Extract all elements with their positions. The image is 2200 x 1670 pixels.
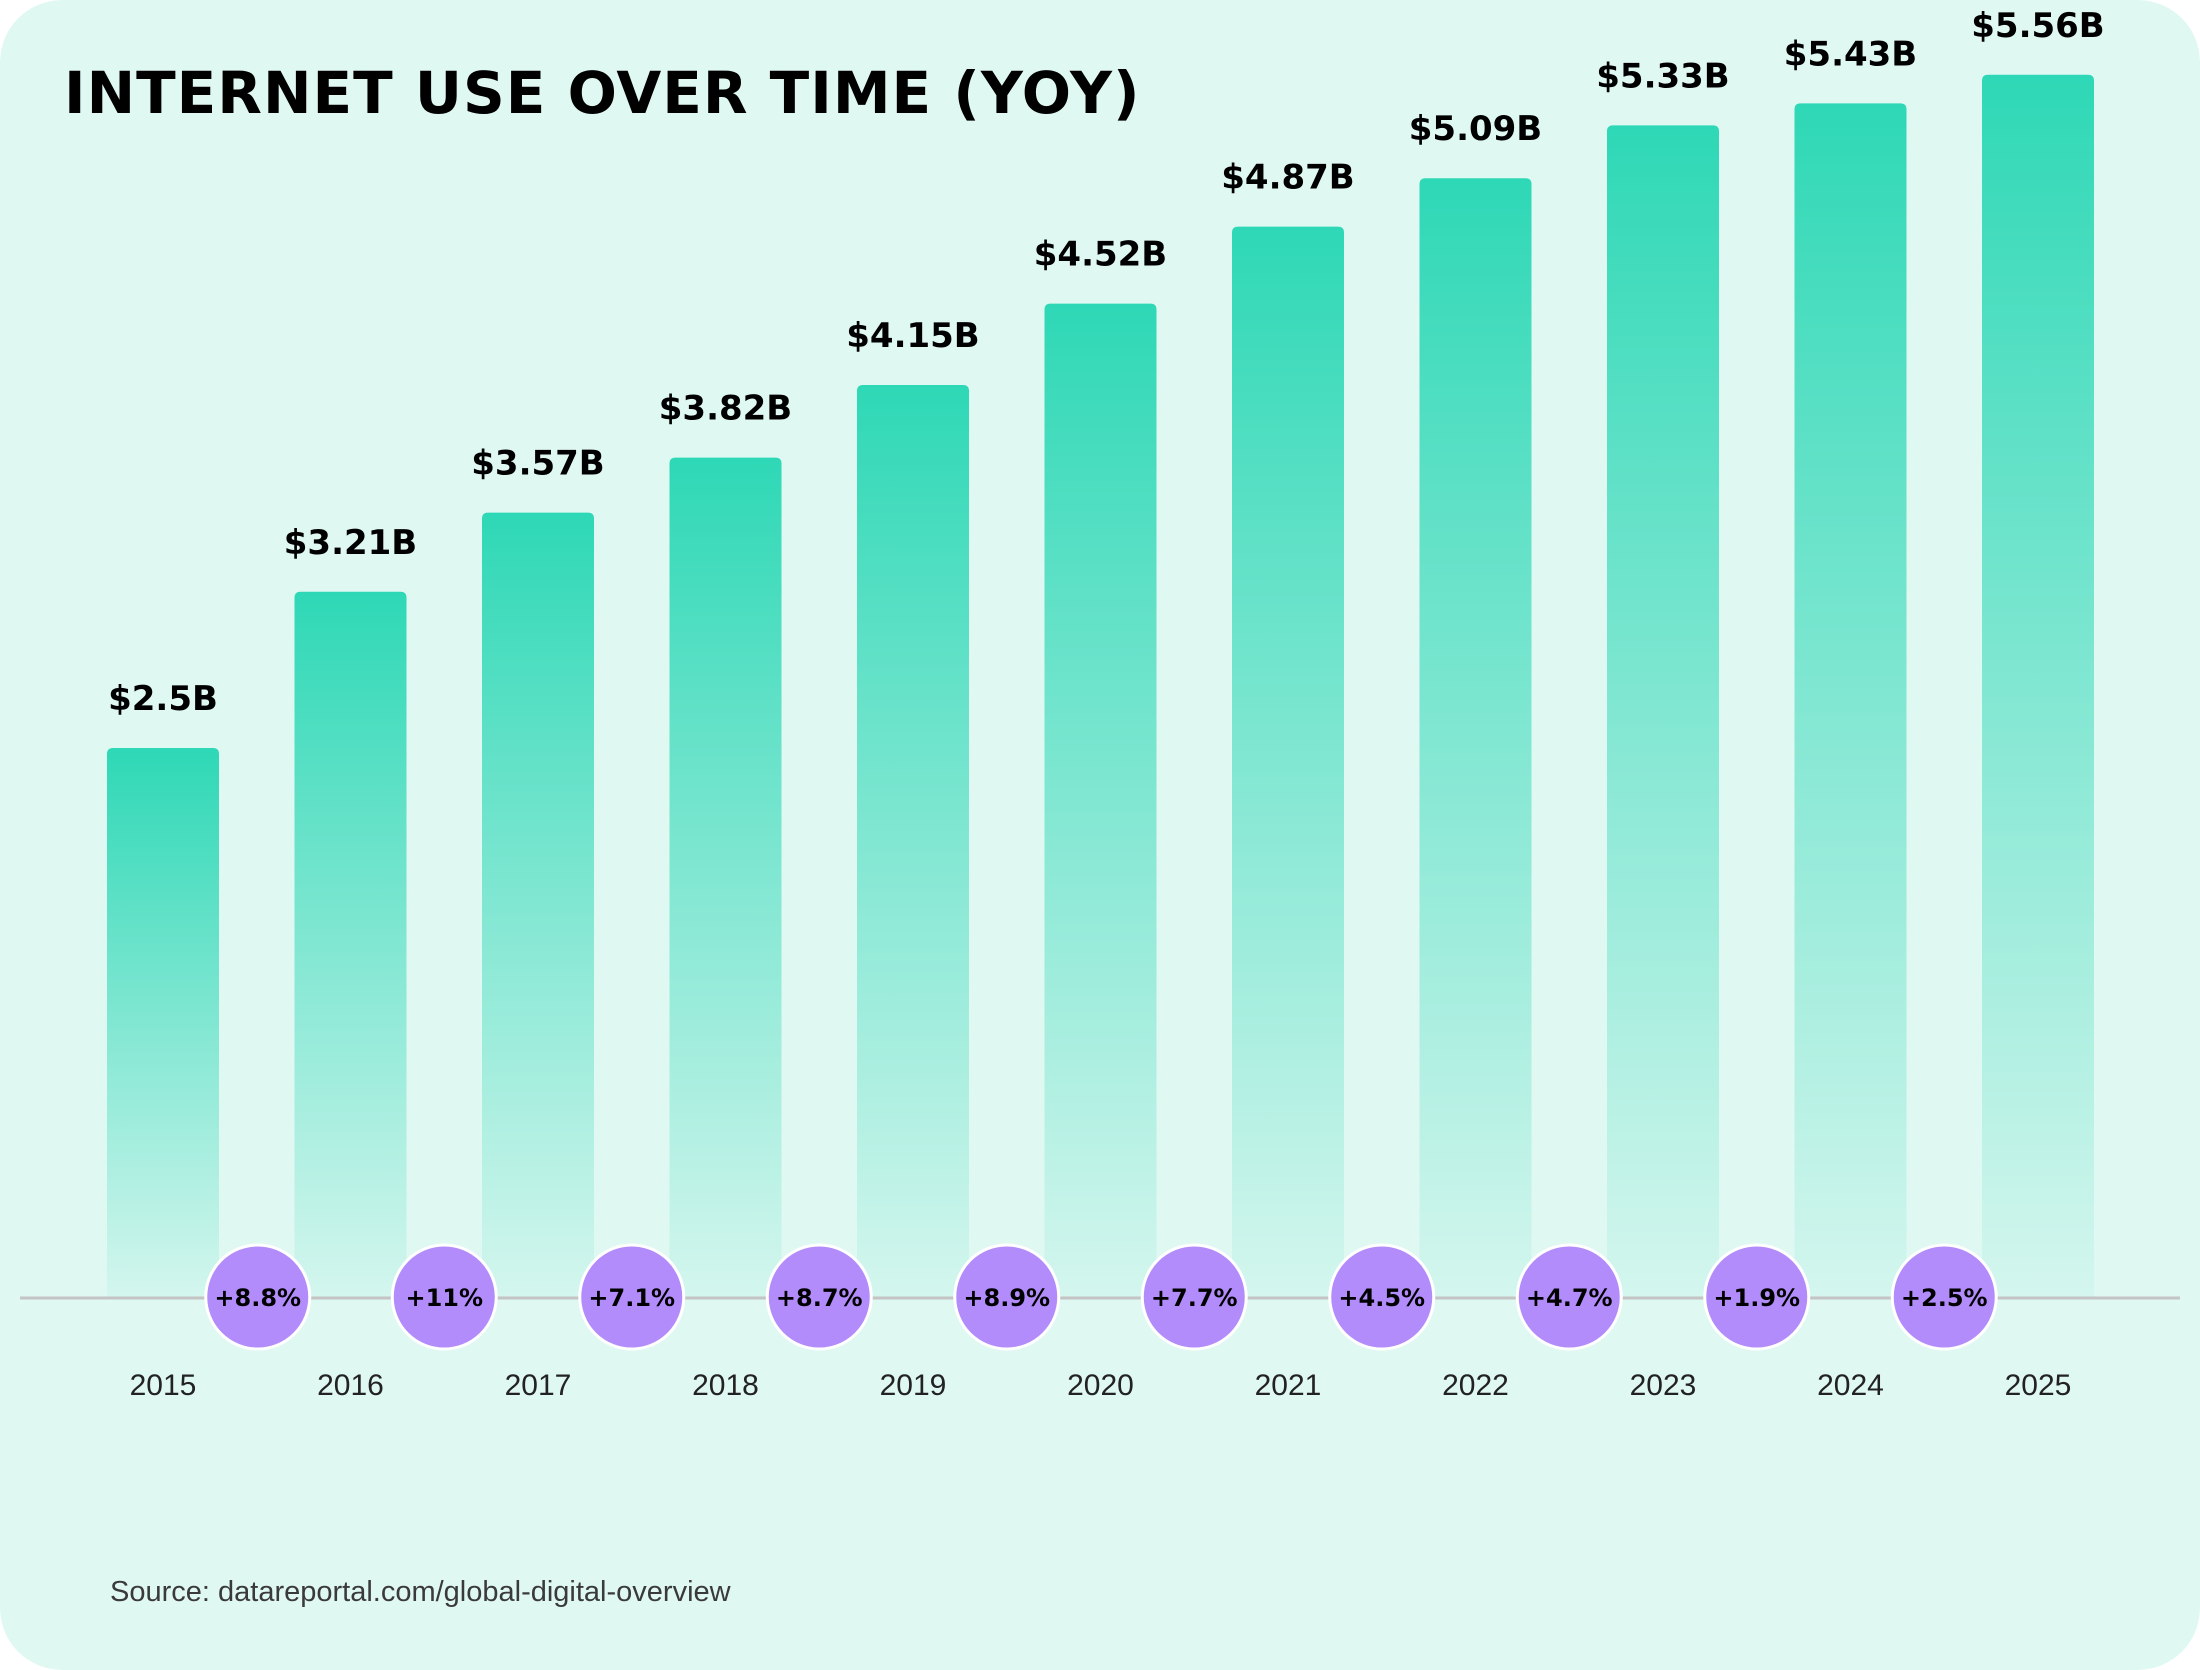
- bar-2018: [669, 457, 782, 1299]
- value-label-2019: $4.15B: [846, 316, 979, 356]
- growth-badge-2: [390, 1243, 498, 1351]
- growth-label-3: +7.1%: [588, 1284, 675, 1312]
- bar-2021: [1232, 226, 1344, 1299]
- year-label-2019: 2019: [880, 1369, 947, 1402]
- growth-badge-9: [1703, 1243, 1811, 1351]
- bar-2019: [857, 385, 969, 1298]
- bars-group: [107, 74, 2094, 1299]
- year-label-2022: 2022: [1442, 1369, 1509, 1402]
- value-label-2018: $3.82B: [659, 389, 792, 429]
- value-label-2022: $5.09B: [1409, 109, 1542, 149]
- growth-label-7: +4.5%: [1338, 1284, 1425, 1312]
- growth-label-10: +2.5%: [1901, 1284, 1988, 1312]
- growth-badge-5: [953, 1243, 1061, 1351]
- growth-badges-group: +8.8% +11% +7.1% +8.7% +8.9% +7.7% +4.5% +4.7% +…: [204, 1243, 1998, 1351]
- growth-label-5: +8.9%: [963, 1284, 1050, 1312]
- value-label-2025: $5.56B: [1971, 6, 2104, 46]
- source-note: Source: datareportal.com/global-digital-…: [110, 1576, 732, 1608]
- year-label-2017: 2017: [505, 1369, 572, 1402]
- year-label-2015: 2015: [130, 1369, 197, 1402]
- bar-2020: [1044, 303, 1157, 1299]
- year-label-2024: 2024: [1817, 1369, 1884, 1402]
- growth-label-6: +7.7%: [1151, 1284, 1238, 1312]
- year-label-2025: 2025: [2005, 1369, 2072, 1402]
- year-label-2023: 2023: [1630, 1369, 1697, 1402]
- growth-label-1: +8.8%: [214, 1284, 301, 1312]
- growth-label-4: +8.7%: [776, 1284, 863, 1312]
- value-label-2015: $2.5B: [108, 679, 218, 719]
- growth-badge-7: [1328, 1243, 1436, 1351]
- growth-badge-3: [578, 1243, 686, 1351]
- value-label-2016: $3.21B: [284, 523, 417, 563]
- growth-badge-1: [204, 1243, 312, 1351]
- bar-2023: [1607, 125, 1719, 1298]
- bar-2015: [107, 748, 219, 1298]
- bar-2022: [1419, 178, 1532, 1299]
- year-label-2021: 2021: [1255, 1369, 1322, 1402]
- bar-2024: [1794, 103, 1907, 1298]
- value-label-2021: $4.87B: [1221, 158, 1354, 198]
- growth-label-2: +11%: [405, 1284, 483, 1312]
- chart-title: INTERNET USE OVER TIME (YOY): [64, 59, 1141, 127]
- growth-label-9: +1.9%: [1713, 1284, 1800, 1312]
- bar-2025: [1982, 74, 2094, 1298]
- growth-badge-6: [1140, 1243, 1248, 1351]
- year-label-2016: 2016: [317, 1369, 384, 1402]
- year-label-2018: 2018: [692, 1369, 759, 1402]
- value-label-2024: $5.43B: [1784, 34, 1917, 74]
- value-label-2020: $4.52B: [1034, 235, 1167, 275]
- bar-2017: [482, 512, 594, 1298]
- growth-badge-10: [1890, 1243, 1998, 1351]
- year-label-2020: 2020: [1067, 1369, 1134, 1402]
- growth-label-8: +4.7%: [1526, 1284, 1613, 1312]
- labels-group: $2.5B 2015 $3.21B 2016 $3.57B 2017 $3.82B 2018 $…: [108, 6, 2105, 1402]
- value-label-2017: $3.57B: [471, 444, 604, 484]
- growth-badge-8: [1515, 1243, 1623, 1351]
- bar-2016: [294, 591, 407, 1298]
- growth-badge-4: [765, 1243, 873, 1351]
- value-label-2023: $5.33B: [1596, 56, 1729, 96]
